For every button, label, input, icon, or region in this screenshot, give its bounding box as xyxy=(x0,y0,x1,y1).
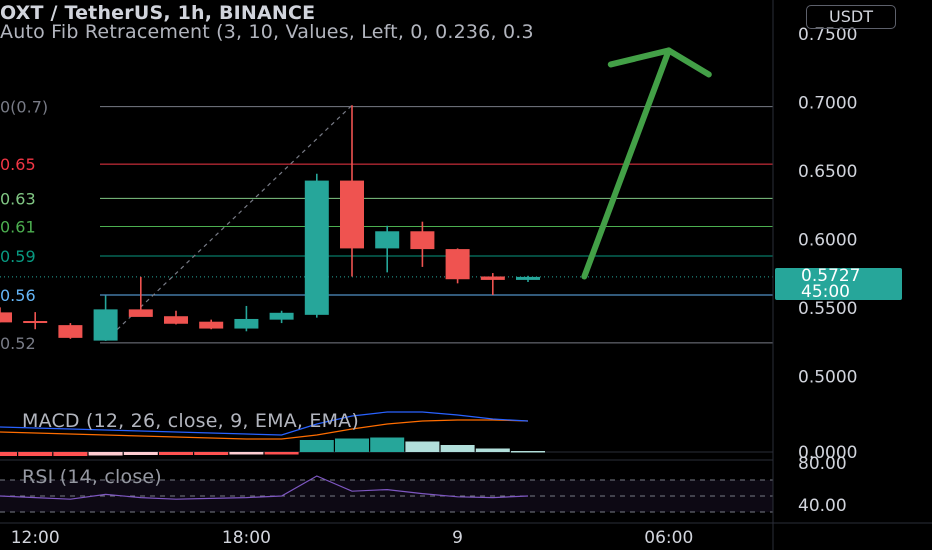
macd-histogram-bar xyxy=(159,452,193,455)
time-axis-tick: 12:00 xyxy=(11,528,60,548)
candle xyxy=(375,225,400,273)
fib-trend-line xyxy=(105,104,353,342)
macd-histogram-bar xyxy=(88,452,123,456)
candle xyxy=(164,310,188,325)
bar-countdown: 45:00 xyxy=(801,282,850,302)
fib-level-label: 0.56 xyxy=(0,286,36,305)
macd-histogram-bar xyxy=(299,440,334,452)
fib-level-label: 0.61 xyxy=(0,217,36,236)
candle-body xyxy=(0,312,12,323)
candle-body xyxy=(410,231,435,250)
macd-histogram-bar xyxy=(229,452,264,455)
currency-button[interactable]: USDT xyxy=(806,5,896,29)
candle-body xyxy=(199,321,224,329)
candle-body xyxy=(234,318,259,329)
candles xyxy=(0,105,540,341)
arrow-head xyxy=(607,47,712,78)
candle-body xyxy=(164,316,188,324)
macd-histogram-bar xyxy=(0,452,17,456)
candle xyxy=(340,105,364,277)
fib-trend-line xyxy=(105,104,353,342)
candle-body xyxy=(516,276,540,280)
candle xyxy=(128,276,153,317)
candle-body xyxy=(269,312,294,320)
candle xyxy=(93,295,118,341)
macd-histogram-bar xyxy=(440,445,475,452)
macd-label[interactable]: MACD (12, 26, close, 9, EMA, EMA) xyxy=(22,410,359,432)
macd-histogram-bar xyxy=(475,448,510,452)
price-axis-tick: 0.6000 xyxy=(798,231,857,251)
macd-signal-line xyxy=(0,419,529,440)
macd-pane xyxy=(0,411,773,456)
current-price-tag: 0.5727 45:00 xyxy=(775,266,902,302)
macd-histogram-bar xyxy=(53,452,88,456)
time-axis-tick: 18:00 xyxy=(222,528,271,548)
projection-arrow xyxy=(581,47,712,280)
macd-histogram-bar xyxy=(405,441,440,452)
price-axis-tick: 0.7000 xyxy=(798,94,857,114)
price-axis-tick: 0.7500 xyxy=(798,25,857,45)
macd-histogram-bar xyxy=(18,452,53,456)
fib-level-label: 0.52 xyxy=(0,334,36,353)
candle-body xyxy=(23,321,48,324)
macd-histogram-bar xyxy=(123,452,158,455)
candle-body xyxy=(445,249,470,280)
fib-level-label: 0.63 xyxy=(0,189,36,208)
current-price: 0.5727 xyxy=(801,266,861,286)
arrow-shaft xyxy=(581,47,672,280)
candle xyxy=(199,319,224,330)
time-axis-tick: 06:00 xyxy=(644,528,693,548)
macd-histogram-bar xyxy=(264,452,299,455)
macd-histogram-bar xyxy=(511,451,545,453)
rsi-line xyxy=(0,475,529,500)
fib-level-label: 0.65 xyxy=(0,155,36,174)
price-axis-tick: 0.6500 xyxy=(798,162,857,182)
candle xyxy=(410,221,435,267)
candle-body xyxy=(480,276,505,280)
candle xyxy=(269,310,294,324)
candle xyxy=(480,273,505,295)
macd-histogram-bar xyxy=(370,437,405,452)
candle-body xyxy=(93,309,118,341)
rsi-axis-tick: 80.00 xyxy=(798,454,847,474)
price-axis-tick: 0.5500 xyxy=(798,299,857,319)
rsi-axis-tick: 40.00 xyxy=(798,496,847,516)
candle xyxy=(0,307,12,323)
macd-line xyxy=(0,411,529,436)
macd-axis-tick: 0.0000 xyxy=(798,443,857,463)
rsi-label[interactable]: RSI (14, close) xyxy=(22,466,162,488)
candle-body xyxy=(128,309,153,317)
time-axis: 12:00 18:00 9 06:00 xyxy=(11,528,694,548)
fib-level-label: 0(0.7) xyxy=(0,98,48,117)
candle xyxy=(23,312,48,330)
candle-body xyxy=(340,180,364,249)
price-axis-tick: 0.5000 xyxy=(798,368,857,388)
indicator-label[interactable]: Auto Fib Retracement (3, 10, Values, Lef… xyxy=(0,21,534,43)
candle-body xyxy=(304,180,329,315)
candle xyxy=(304,173,329,318)
time-axis-tick: 9 xyxy=(452,528,463,548)
chart-title[interactable]: OXT / TetherUS, 1h, BINANCE xyxy=(0,2,316,24)
candle xyxy=(516,275,540,282)
macd-histogram-bar xyxy=(194,452,229,455)
fib-level-label: 0.59 xyxy=(0,247,36,266)
rsi-pane xyxy=(0,475,773,513)
candle-body xyxy=(58,325,83,338)
macd-histogram-bar xyxy=(335,438,369,452)
candle-body xyxy=(375,231,400,249)
candle xyxy=(445,248,470,284)
fib-levels: 0(0.7) 0.65 0.63 0.61 0.59 0.56 0.52 xyxy=(0,98,773,353)
candle xyxy=(58,323,83,339)
candle xyxy=(234,305,259,332)
